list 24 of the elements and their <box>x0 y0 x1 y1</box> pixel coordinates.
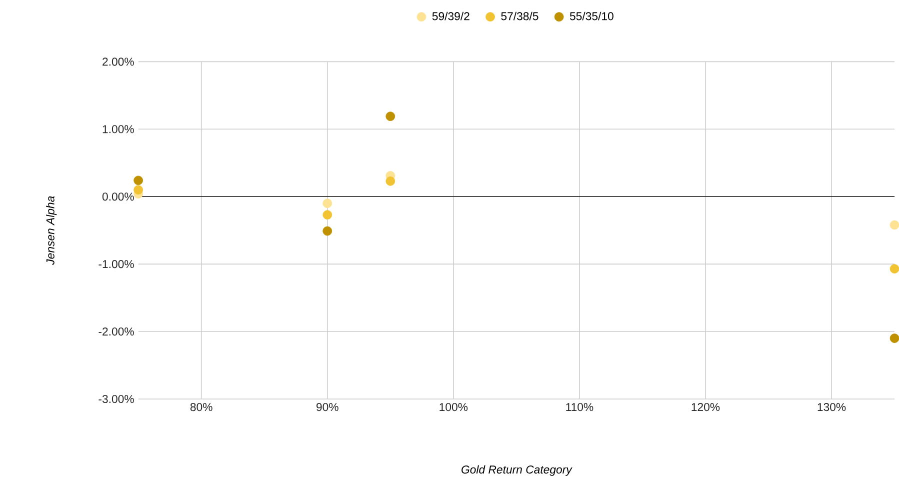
point <box>386 176 396 186</box>
y-tick-label: 2.00% <box>102 58 134 66</box>
x-axis-title: Gold Return Category <box>462 465 572 476</box>
y-tick-label: -3.00% <box>98 395 134 404</box>
legend-label: 57/38/5 <box>501 12 538 20</box>
point <box>322 210 332 220</box>
y-tick-label: -2.00% <box>98 328 134 336</box>
point <box>322 198 332 208</box>
y-axis-title: Jensen Alpha <box>46 196 57 266</box>
point <box>322 226 332 236</box>
y-tick-label: 0.00% <box>102 192 134 201</box>
x-tick-label: 110% <box>566 403 594 412</box>
legend-label: 55/35/10 <box>570 12 614 20</box>
y-tick-label: 1.00% <box>102 125 134 134</box>
x-tick-label: 100% <box>440 403 468 412</box>
point <box>386 112 396 122</box>
point <box>134 176 143 186</box>
x-tick-label: 130% <box>818 403 846 412</box>
x-tick-label: 120% <box>692 403 720 412</box>
x-tick-label: 80% <box>190 403 212 412</box>
point <box>134 185 143 195</box>
y-tick-label: -1.00% <box>98 260 134 268</box>
x-tick-label: 90% <box>316 403 338 412</box>
legend-label: 59/39/2 <box>432 12 470 20</box>
